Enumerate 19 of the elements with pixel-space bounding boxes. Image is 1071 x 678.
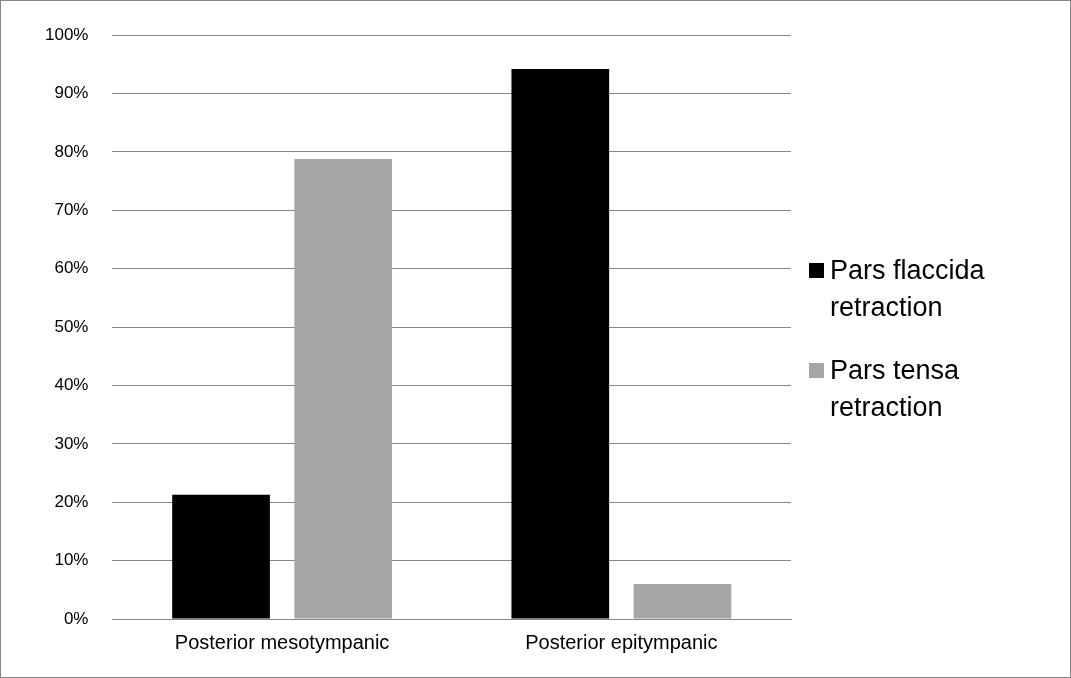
y-tick-label: 40% — [54, 375, 89, 395]
y-tick-label: 30% — [54, 433, 89, 453]
y-tick-label: 60% — [54, 258, 89, 278]
legend-label: Pars flaccida retraction — [830, 254, 986, 324]
y-tick-label: 50% — [54, 316, 89, 336]
legend-label: Pars tensa retraction — [830, 354, 961, 424]
bar — [294, 158, 393, 619]
bar — [172, 494, 270, 619]
x-tick-label: Posterior epitympanic — [525, 630, 718, 653]
bar — [633, 583, 732, 619]
y-tick-label: 0% — [63, 608, 89, 628]
y-tick-label: 10% — [54, 550, 89, 570]
x-tick-label: Posterior mesotympanic — [174, 630, 390, 653]
y-tick-label: 90% — [54, 83, 89, 103]
y-tick-label: 20% — [54, 491, 89, 511]
bar — [511, 69, 610, 619]
y-tick-label: 70% — [54, 200, 89, 220]
y-tick-label: 100% — [45, 24, 89, 44]
y-tick-label: 80% — [54, 141, 89, 161]
